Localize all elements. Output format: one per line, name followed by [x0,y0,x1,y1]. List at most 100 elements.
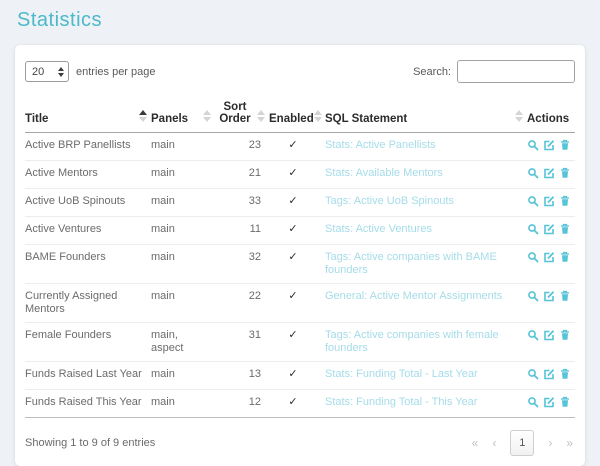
column-header-actions: Actions [527,97,575,133]
view-action-icon[interactable] [527,329,539,344]
view-action-icon[interactable] [527,139,539,154]
cell-sql-statement: Stats: Active Ventures [325,216,527,245]
column-header-sql-statement[interactable]: SQL Statement [325,97,527,133]
search-label: Search: [413,65,451,78]
cell-panels: main [151,160,215,189]
delete-action-icon[interactable] [559,329,571,344]
cell-enabled: ✓ [269,188,325,217]
cell-title: Active UoB Spinouts [25,188,151,217]
delete-action-icon[interactable] [559,290,571,305]
cell-panels: main [151,283,215,323]
delete-action-icon[interactable] [559,195,571,210]
pagination-page-1-button[interactable]: 1 [510,429,535,456]
table-row: Funds Raised This Year main 12 ✓ Stats: … [25,389,575,418]
edit-action-icon[interactable] [543,195,555,210]
table-row: Funds Raised Last Year main 13 ✓ Stats: … [25,361,575,390]
cell-sort-order: 33 [215,188,269,217]
statistics-card: 20 entries per page Search: Title Panels… [15,45,585,466]
cell-sort-order: 22 [215,283,269,323]
enabled-check-icon: ✓ [288,396,298,408]
table-controls: 20 entries per page Search: [25,60,575,83]
spinner-icon [58,66,64,77]
cell-actions [527,244,575,284]
page-length-value: 20 [32,65,45,78]
page-length-control: 20 entries per page [25,61,156,82]
cell-enabled: ✓ [269,244,325,284]
table-row: Active UoB Spinouts main 33 ✓ Tags: Acti… [25,188,575,217]
cell-sql-statement: Stats: Funding Total - This Year [325,389,527,418]
view-action-icon[interactable] [527,290,539,305]
column-header-sort-order[interactable]: Sort Order [215,97,269,133]
sql-statement-link[interactable]: Stats: Active Ventures [325,223,433,235]
edit-action-icon[interactable] [543,329,555,344]
enabled-check-icon: ✓ [288,167,298,179]
view-action-icon[interactable] [527,167,539,182]
cell-sort-order: 32 [215,244,269,284]
view-action-icon[interactable] [527,396,539,411]
pagination-first-button[interactable]: « [471,435,479,450]
search-input[interactable] [457,60,575,83]
delete-action-icon[interactable] [559,251,571,266]
delete-action-icon[interactable] [559,368,571,383]
pagination-last-button[interactable]: » [566,435,573,450]
cell-sort-order: 23 [215,132,269,161]
view-action-icon[interactable] [527,251,539,266]
cell-sql-statement: General: Active Mentor Assignments [325,283,527,323]
edit-action-icon[interactable] [543,396,555,411]
cell-panels: main [151,244,215,284]
delete-action-icon[interactable] [559,223,571,238]
edit-action-icon[interactable] [543,167,555,182]
column-header-panels[interactable]: Panels [151,97,215,133]
sql-statement-link[interactable]: Stats: Funding Total - This Year [325,396,478,408]
cell-panels: main [151,188,215,217]
cell-enabled: ✓ [269,322,325,362]
sort-icon [203,110,211,125]
cell-sql-statement: Stats: Available Mentors [325,160,527,189]
delete-action-icon[interactable] [559,396,571,411]
pagination-prev-button[interactable]: ‹ [492,435,497,450]
view-action-icon[interactable] [527,195,539,210]
sort-icon [139,110,147,125]
edit-action-icon[interactable] [543,251,555,266]
view-action-icon[interactable] [527,368,539,383]
cell-title: Active Ventures [25,216,151,245]
sql-statement-link[interactable]: Tags: Active companies with BAME founder… [325,251,497,276]
cell-enabled: ✓ [269,389,325,418]
cell-sort-order: 21 [215,160,269,189]
enabled-check-icon: ✓ [288,139,298,151]
cell-sql-statement: Stats: Funding Total - Last Year [325,361,527,390]
sql-statement-link[interactable]: Tags: Active companies with female found… [325,329,499,354]
delete-action-icon[interactable] [559,167,571,182]
table-row: BAME Founders main 32 ✓ Tags: Active com… [25,244,575,284]
edit-action-icon[interactable] [543,223,555,238]
cell-sort-order: 31 [215,322,269,362]
page-length-label: entries per page [76,65,156,78]
delete-action-icon[interactable] [559,139,571,154]
table-row: Active BRP Panellists main 23 ✓ Stats: A… [25,132,575,161]
cell-sql-statement: Stats: Active Panellists [325,132,527,161]
sql-statement-link[interactable]: Stats: Funding Total - Last Year [325,368,478,380]
column-header-enabled[interactable]: Enabled [269,97,325,133]
cell-sql-statement: Tags: Active UoB Spinouts [325,188,527,217]
cell-actions [527,160,575,189]
edit-action-icon[interactable] [543,368,555,383]
table-body: Active BRP Panellists main 23 ✓ Stats: A… [25,132,575,418]
cell-panels: main [151,132,215,161]
enabled-check-icon: ✓ [288,290,298,302]
page-length-select[interactable]: 20 [25,61,69,82]
table-footer: Showing 1 to 9 of 9 entries « ‹ 1 › » [25,418,575,456]
edit-action-icon[interactable] [543,139,555,154]
view-action-icon[interactable] [527,223,539,238]
sql-statement-link[interactable]: Tags: Active UoB Spinouts [325,195,455,207]
column-header-title[interactable]: Title [25,97,151,133]
sql-statement-link[interactable]: Stats: Available Mentors [325,167,443,179]
cell-enabled: ✓ [269,160,325,189]
edit-action-icon[interactable] [543,290,555,305]
cell-sort-order: 11 [215,216,269,245]
sort-icon [313,110,322,125]
pagination-next-button[interactable]: › [548,435,553,450]
cell-panels: main, aspect [151,322,215,362]
sql-statement-link[interactable]: Stats: Active Panellists [325,139,436,151]
sql-statement-link[interactable]: General: Active Mentor Assignments [325,290,503,302]
cell-title: Funds Raised Last Year [25,361,151,390]
